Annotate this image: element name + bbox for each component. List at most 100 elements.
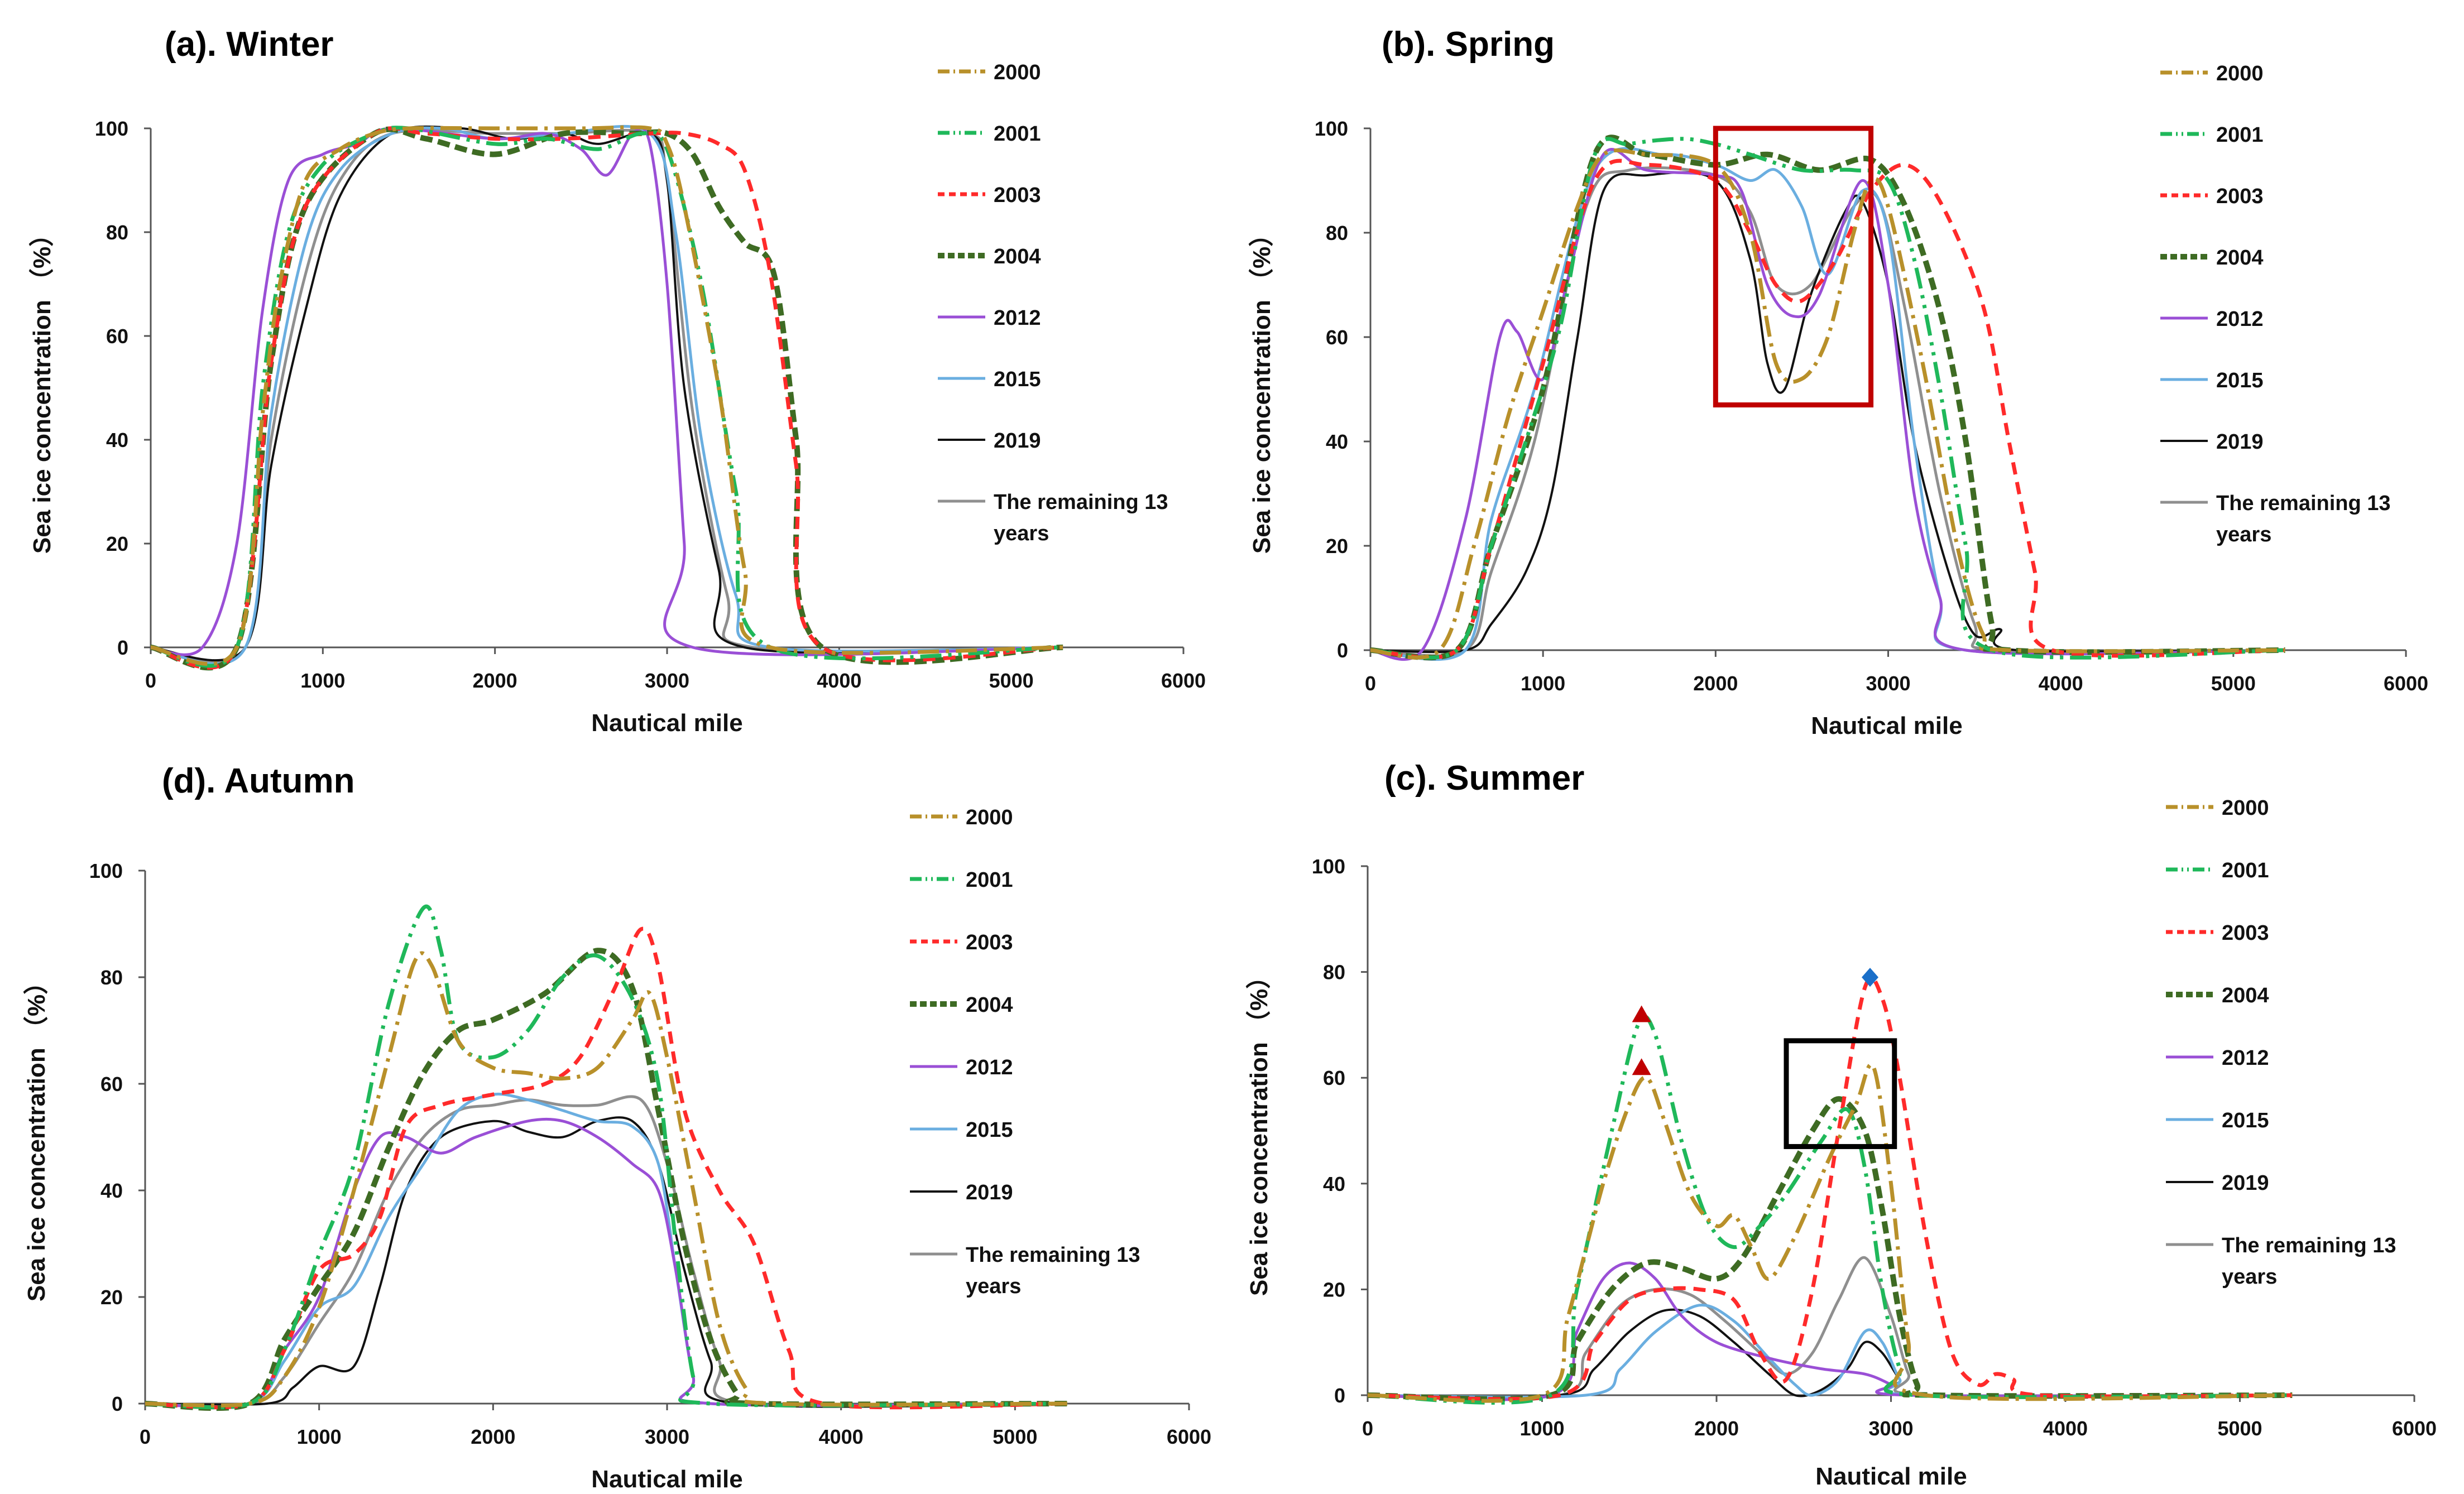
x-tick-label: 2000 xyxy=(471,1425,515,1448)
highlight-box xyxy=(1713,126,1874,408)
x-axis-label: Nautical mile xyxy=(1811,712,1962,739)
y-tick-label: 40 xyxy=(100,1179,123,1202)
panel-title: (c). Summer xyxy=(1384,759,1584,798)
series-line-2012 xyxy=(1367,1261,2293,1401)
y-tick-label: 20 xyxy=(100,1286,123,1309)
legend-label: 2019 xyxy=(994,429,1041,453)
x-tick-label: 3000 xyxy=(1868,1417,1913,1440)
y-tick-label: 80 xyxy=(106,221,128,244)
x-tick-label: 5000 xyxy=(993,1425,1037,1448)
y-tick-label: 20 xyxy=(1326,535,1348,558)
legend-label: 2015 xyxy=(2222,1109,2269,1132)
legend-label-line2: years xyxy=(2216,523,2271,546)
y-tick-label: 40 xyxy=(1323,1173,1345,1195)
x-tick-label: 3000 xyxy=(645,669,689,692)
legend-label: 2000 xyxy=(2222,796,2269,820)
legend-label: The remaining 13 xyxy=(994,491,1168,514)
x-tick-label: 6000 xyxy=(1167,1425,1211,1448)
series-line-the-remaining-13-years xyxy=(150,128,1063,664)
legend-label: The remaining 13 xyxy=(2222,1234,2396,1257)
series-line-2015 xyxy=(145,1092,1067,1408)
legend-label: The remaining 13 xyxy=(966,1243,1140,1267)
y-tick-label: 100 xyxy=(89,859,123,882)
legend-label: 2015 xyxy=(966,1118,1013,1142)
legend-label-line2: years xyxy=(994,522,1049,545)
legend-label: 2001 xyxy=(2216,123,2264,147)
highlight-box xyxy=(1784,1038,1897,1149)
x-axis-label: Nautical mile xyxy=(591,1466,742,1493)
series-line-2000 xyxy=(150,125,1063,666)
x-tick-label: 6000 xyxy=(2384,672,2428,695)
series-line-2012 xyxy=(150,126,1063,656)
x-tick-label: 5000 xyxy=(2211,672,2256,695)
legend-label: 2000 xyxy=(994,61,1041,84)
x-tick-label: 1000 xyxy=(1521,672,1565,695)
series-line-2004 xyxy=(1370,134,2285,661)
x-tick-label: 1000 xyxy=(297,1425,342,1448)
series-line-2019 xyxy=(150,125,1063,662)
legend-label-line2: years xyxy=(2222,1265,2277,1289)
panel-title: (b). Spring xyxy=(1382,25,1555,64)
y-tick-label: 0 xyxy=(112,1392,123,1415)
y-tick-label: 60 xyxy=(106,325,128,348)
series-line-2003 xyxy=(1367,976,2293,1401)
series-line-2019 xyxy=(145,1116,1067,1408)
legend-label: 2012 xyxy=(966,1056,1013,1079)
y-tick-label: 80 xyxy=(1326,222,1348,244)
y-axis-label: Sea ice concentration （%） xyxy=(1245,964,1273,1296)
triangle-marker xyxy=(1632,1058,1651,1075)
series-line-the-remaining-13-years xyxy=(145,1095,1067,1408)
x-tick-label: 0 xyxy=(145,669,156,692)
x-tick-label: 3000 xyxy=(645,1425,689,1448)
x-tick-label: 6000 xyxy=(2392,1417,2437,1440)
y-tick-label: 0 xyxy=(117,636,128,659)
x-tick-label: 6000 xyxy=(1161,669,1206,692)
series-line-2019 xyxy=(1370,171,2285,654)
series-line-2015 xyxy=(150,124,1063,666)
series-line-2012 xyxy=(1370,148,2285,661)
y-axis-label: Sea ice concentration （%） xyxy=(28,222,56,554)
y-tick-label: 40 xyxy=(106,429,128,451)
legend-label: The remaining 13 xyxy=(2216,492,2391,515)
y-tick-label: 80 xyxy=(100,966,123,989)
series-line-2019 xyxy=(1367,1308,2293,1399)
series-line-2001 xyxy=(1367,1015,2293,1405)
x-tick-label: 4000 xyxy=(2039,672,2083,695)
y-tick-label: 100 xyxy=(1315,117,1348,140)
series-line-2003 xyxy=(150,126,1063,670)
legend-label: 2015 xyxy=(994,368,1041,391)
x-tick-label: 1000 xyxy=(1519,1417,1564,1440)
x-tick-label: 5000 xyxy=(989,669,1034,692)
y-tick-label: 0 xyxy=(1334,1384,1345,1407)
legend-label: 2004 xyxy=(994,245,1041,268)
legend-label: 2001 xyxy=(994,122,1041,146)
x-axis-label: Nautical mile xyxy=(1815,1463,1967,1490)
series-line-2001 xyxy=(1370,137,2285,660)
legend-label: 2012 xyxy=(2216,308,2264,331)
x-tick-label: 2000 xyxy=(1694,1417,1739,1440)
legend-label: 2003 xyxy=(966,931,1013,954)
panel-title: (a). Winter xyxy=(165,25,334,64)
series-line-the-remaining-13-years xyxy=(1370,166,2285,657)
legend-label: 2019 xyxy=(966,1181,1013,1204)
series-line-2004 xyxy=(1367,1096,2293,1402)
panel-title: (d). Autumn xyxy=(162,762,354,800)
legend-label: 2019 xyxy=(2222,1171,2269,1195)
series-line-2001 xyxy=(145,904,1067,1410)
x-tick-label: 4000 xyxy=(819,1425,864,1448)
y-axis-label: Sea ice concentration （%） xyxy=(23,970,50,1301)
legend-label: 2003 xyxy=(994,184,1041,207)
series-line-the-remaining-13-years xyxy=(1367,1256,2293,1400)
legend-label: 2012 xyxy=(2222,1046,2269,1070)
series-line-2000 xyxy=(145,951,1067,1407)
y-tick-label: 20 xyxy=(106,532,128,555)
legend-label: 2000 xyxy=(966,806,1013,829)
legend-label: 2003 xyxy=(2222,921,2269,945)
series-line-2001 xyxy=(150,126,1063,668)
y-axis-label: Sea ice concentration （%） xyxy=(1248,222,1276,554)
